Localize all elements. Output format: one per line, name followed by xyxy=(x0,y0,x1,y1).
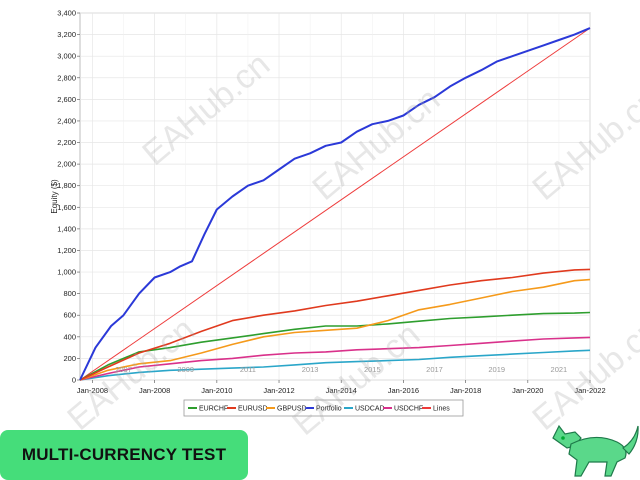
x-minor-tick-label: 2015 xyxy=(364,365,381,374)
series-layer xyxy=(79,27,591,381)
y-tick-label: 3,400 xyxy=(57,9,76,18)
y-tick-label: 1,200 xyxy=(57,246,76,255)
y-axis-ticks: 0 200 400 600 800 1,000 1,200 1,400 1,600 1,800 2,… xyxy=(57,9,80,385)
y-tick-label: 2,000 xyxy=(57,160,76,169)
y-tick-label: 1,800 xyxy=(57,181,76,190)
series-line-lines xyxy=(79,27,591,381)
y-tick-label: 1,400 xyxy=(57,224,76,233)
x-minor-tick-label: 2009 xyxy=(177,365,194,374)
y-tick-label: 2,400 xyxy=(57,116,76,125)
x-tick-label: Jan-2010 xyxy=(201,386,232,395)
x-minor-tick-label: 2019 xyxy=(488,365,505,374)
legend-label: GBPUSD xyxy=(277,406,307,413)
legend-box xyxy=(183,399,464,417)
series-line-usdchf xyxy=(79,336,591,381)
y-tick-label: 3,000 xyxy=(57,52,76,61)
legend-label: USDCHF xyxy=(394,406,423,413)
x-minor-tick-label: 2007 xyxy=(115,365,132,374)
y-tick-label: 1,600 xyxy=(57,203,76,212)
x-tick-label: Jan-2008 xyxy=(139,386,170,395)
y-tick-label: 0 xyxy=(72,376,76,385)
legend: EURCHF EURUSD GBPUSD Portfolio USDCAD USDCHF L… xyxy=(183,399,464,417)
y-tick-label: 600 xyxy=(63,311,76,320)
equity-chart: 0 200 400 600 800 1,000 1,200 1,400 1,600 1,800 2,… xyxy=(50,9,606,417)
y-axis-label: Equity ($) xyxy=(50,179,59,214)
legend-label: Lines xyxy=(433,406,450,413)
x-tick-label: Jan-2014 xyxy=(326,386,357,395)
x-minor-tick-label: 2011 xyxy=(240,365,256,374)
series-line-eurchf xyxy=(79,311,591,381)
y-tick-label: 400 xyxy=(63,332,76,341)
y-tick-label: 2,800 xyxy=(57,73,76,82)
legend-label: Portfolio xyxy=(316,406,342,413)
x-axis-ticks: Jan-2008 Jan-2008 Jan-2010 Jan-2012 Jan-2014… xyxy=(77,365,606,395)
x-tick-label: Jan-2016 xyxy=(388,386,419,395)
multi-currency-badge: MULTI-CURRENCY TEST xyxy=(0,430,248,480)
legend-label: USDCAD xyxy=(355,406,385,413)
y-tick-label: 800 xyxy=(63,289,76,298)
x-minor-tick-label: 2021 xyxy=(551,365,568,374)
badge-label: MULTI-CURRENCY TEST xyxy=(21,445,227,464)
x-tick-label: Jan-2008 xyxy=(77,386,108,395)
series-line-usdcad xyxy=(79,349,591,381)
x-minor-tick-label: 2013 xyxy=(302,365,319,374)
plot-area xyxy=(79,12,591,381)
mascot-icon xyxy=(552,424,639,477)
grid xyxy=(80,12,591,381)
x-tick-label: Jan-2012 xyxy=(263,386,294,395)
x-tick-label: Jan-2018 xyxy=(450,386,481,395)
series-line-portfolio xyxy=(79,27,591,381)
x-tick-label: Jan-2022 xyxy=(574,386,605,395)
legend-label: EURCHF xyxy=(199,406,228,413)
x-tick-label: Jan-2020 xyxy=(512,386,543,395)
x-minor-tick-label: 2017 xyxy=(426,365,443,374)
y-tick-label: 200 xyxy=(63,354,76,363)
y-tick-label: 2,200 xyxy=(57,138,76,147)
y-tick-label: 2,600 xyxy=(57,95,76,104)
series-line-eurusd xyxy=(79,268,591,381)
y-tick-label: 3,200 xyxy=(57,30,76,39)
y-tick-label: 1,000 xyxy=(57,268,76,277)
series-line-gbpusd xyxy=(79,278,591,381)
legend-label: EURUSD xyxy=(238,406,268,413)
